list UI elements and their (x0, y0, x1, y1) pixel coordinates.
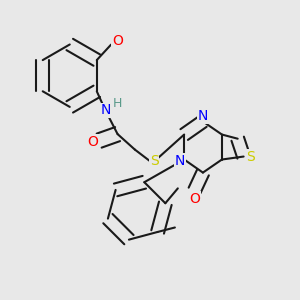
Text: H: H (112, 97, 122, 110)
Text: N: N (100, 103, 111, 117)
Text: N: N (198, 109, 208, 123)
Text: O: O (112, 34, 123, 48)
Text: S: S (150, 154, 158, 168)
Text: N: N (175, 154, 185, 168)
Text: O: O (189, 192, 200, 206)
Text: O: O (87, 135, 98, 149)
Text: S: S (246, 149, 254, 164)
